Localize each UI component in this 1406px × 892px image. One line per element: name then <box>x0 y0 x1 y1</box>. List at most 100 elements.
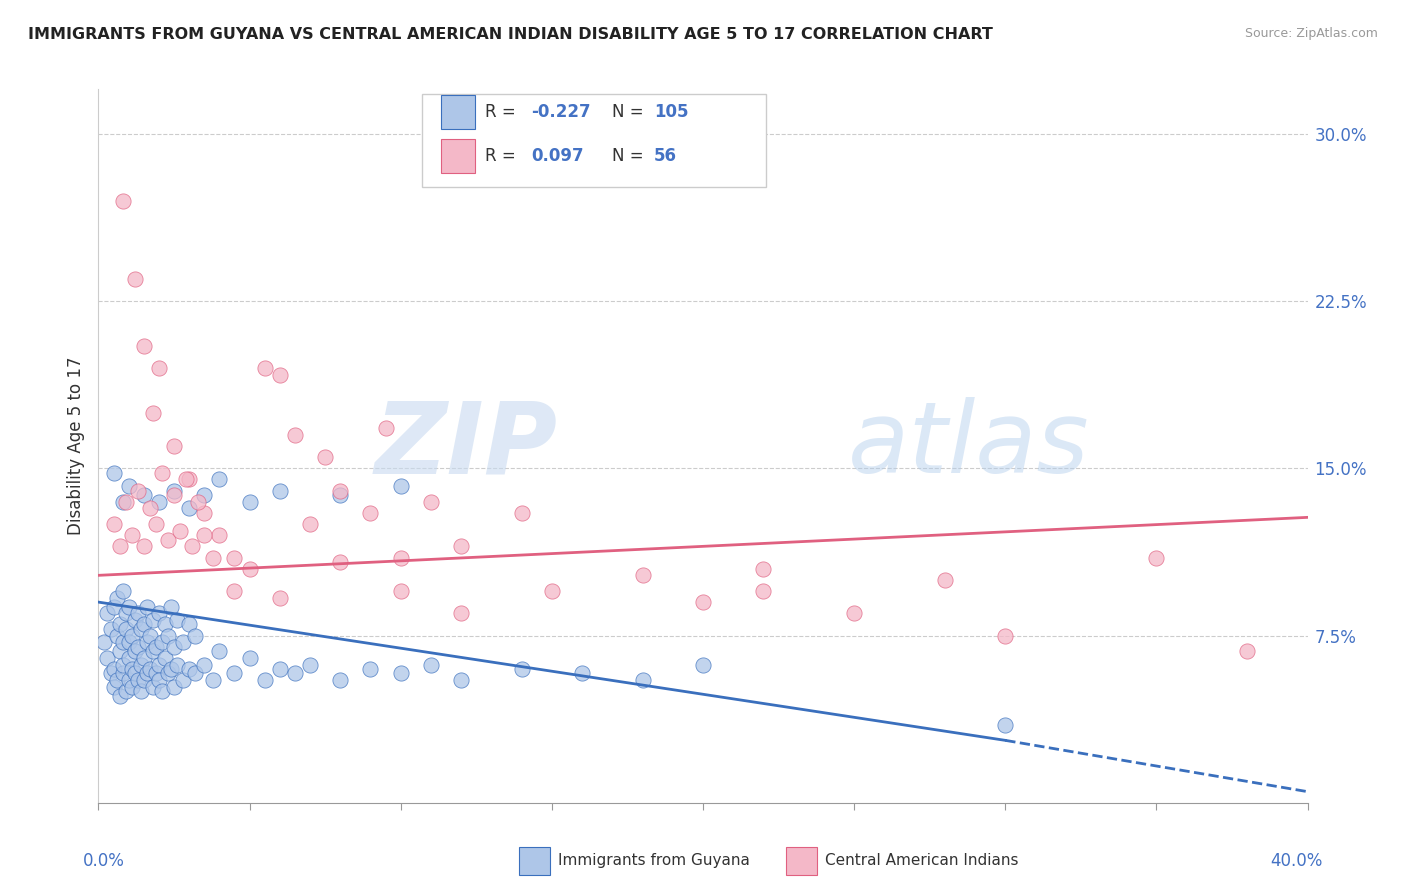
Point <box>202 673 225 687</box>
Y-axis label: Disability Age 5 to 17: Disability Age 5 to 17 <box>66 357 84 535</box>
Point <box>269 483 291 498</box>
Point <box>156 628 179 642</box>
Point <box>269 591 291 605</box>
Point <box>111 583 134 598</box>
Point <box>153 651 176 665</box>
Point <box>124 666 146 681</box>
Point <box>239 562 262 576</box>
Point <box>299 516 322 531</box>
Point <box>96 607 118 621</box>
Point <box>121 680 143 694</box>
Point <box>994 717 1017 731</box>
Point <box>166 613 188 627</box>
Point <box>148 494 170 508</box>
Point <box>284 427 307 442</box>
Point <box>111 657 134 672</box>
Point <box>148 673 170 687</box>
Point <box>142 680 165 694</box>
Point <box>169 524 191 538</box>
Point <box>108 689 131 703</box>
Point <box>124 613 146 627</box>
Point <box>160 599 183 614</box>
Point <box>420 494 443 508</box>
Point <box>103 516 125 531</box>
Point <box>540 583 562 598</box>
Point <box>184 628 207 642</box>
Point <box>193 506 215 520</box>
Text: 40.0%: 40.0% <box>1270 852 1323 870</box>
Point <box>142 613 165 627</box>
Point <box>135 666 157 681</box>
Point <box>114 494 136 508</box>
Point <box>132 617 155 632</box>
Point <box>145 640 167 654</box>
Point <box>150 635 173 649</box>
Point <box>142 405 165 419</box>
Point <box>142 644 165 658</box>
Point <box>172 673 194 687</box>
Point <box>139 628 162 642</box>
Point <box>118 673 141 687</box>
Point <box>135 599 157 614</box>
Point <box>103 599 125 614</box>
Point <box>389 550 412 565</box>
Point <box>114 622 136 636</box>
Point <box>132 539 155 553</box>
Text: N =: N = <box>612 147 648 165</box>
Text: ZIP: ZIP <box>375 398 558 494</box>
Point <box>172 635 194 649</box>
Point <box>202 550 225 565</box>
Point <box>145 516 167 531</box>
Point <box>510 506 533 520</box>
Point <box>179 662 201 676</box>
Point <box>132 338 155 352</box>
Point <box>121 628 143 642</box>
Point <box>179 501 201 516</box>
Point <box>127 483 149 498</box>
Text: -0.227: -0.227 <box>531 103 591 121</box>
Point <box>193 657 215 672</box>
Point <box>156 533 179 547</box>
Point <box>150 466 173 480</box>
Point <box>631 568 654 582</box>
Text: R =: R = <box>485 147 522 165</box>
Point <box>105 591 128 605</box>
Text: Source: ZipAtlas.com: Source: ZipAtlas.com <box>1244 27 1378 40</box>
Point <box>329 483 352 498</box>
Point <box>224 583 246 598</box>
Point <box>105 673 128 687</box>
Point <box>174 472 197 486</box>
Point <box>389 479 412 493</box>
Point <box>135 635 157 649</box>
Point <box>284 666 307 681</box>
Point <box>450 673 472 687</box>
Point <box>132 673 155 687</box>
Point <box>93 635 115 649</box>
Point <box>163 439 186 453</box>
Point <box>111 666 134 681</box>
Point <box>329 673 352 687</box>
Point <box>129 622 152 636</box>
Point <box>132 651 155 665</box>
Text: 56: 56 <box>654 147 676 165</box>
Point <box>108 644 131 658</box>
Point <box>253 673 276 687</box>
Point <box>179 617 201 632</box>
Point <box>193 528 215 542</box>
Point <box>934 573 956 587</box>
Point <box>160 662 183 676</box>
Point <box>389 666 412 681</box>
Point <box>208 528 231 542</box>
Point <box>299 657 322 672</box>
Point <box>100 666 122 681</box>
Point <box>139 662 162 676</box>
Point <box>124 644 146 658</box>
Point <box>127 607 149 621</box>
Point <box>374 421 396 435</box>
Point <box>844 607 866 621</box>
Point <box>181 539 204 553</box>
Point <box>108 617 131 632</box>
Point <box>121 662 143 676</box>
Point <box>127 640 149 654</box>
Point <box>139 501 162 516</box>
